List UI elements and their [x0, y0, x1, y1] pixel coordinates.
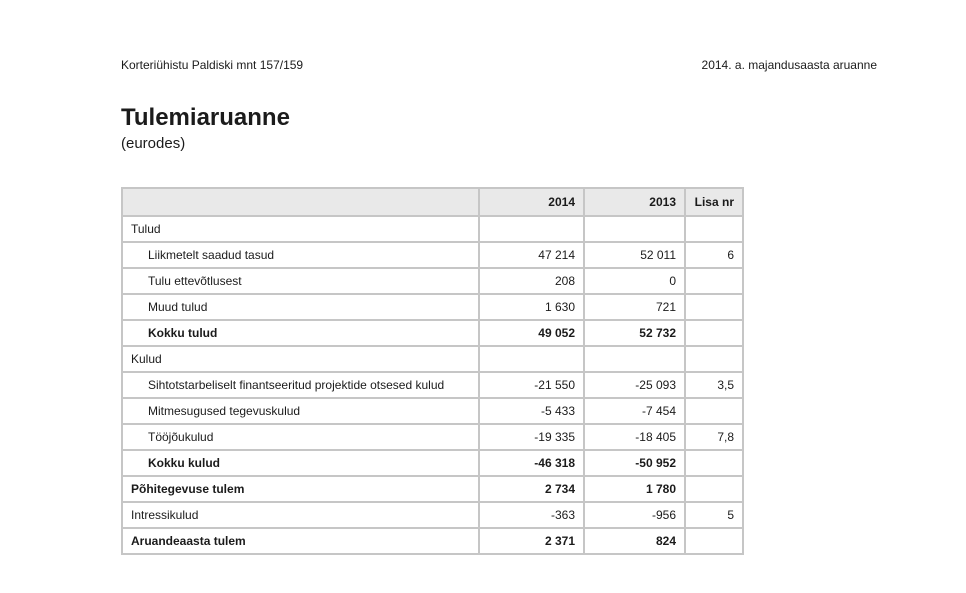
row-label: Kulud	[121, 345, 480, 373]
column-header-lisa-nr: Lisa nr	[684, 187, 744, 217]
value-2013	[583, 345, 686, 373]
value-lisa-nr: 5	[684, 501, 744, 529]
value-lisa-nr: 7,8	[684, 423, 744, 451]
value-lisa-nr: 3,5	[684, 371, 744, 399]
value-2013: 52 732	[583, 319, 686, 347]
table-row: Liikmetelt saadud tasud 47 214 52 011 6	[121, 241, 744, 269]
value-2013: -50 952	[583, 449, 686, 477]
value-2014: -46 318	[478, 449, 585, 477]
value-lisa-nr	[684, 293, 744, 321]
table-row: Tulud	[121, 215, 744, 243]
value-2014: -5 433	[478, 397, 585, 425]
page-subtitle: (eurodes)	[121, 135, 186, 152]
value-2013	[583, 215, 686, 243]
column-header-2014: 2014	[478, 187, 585, 217]
row-label: Liikmetelt saadud tasud	[121, 241, 480, 269]
row-label: Intressikulud	[121, 501, 480, 529]
table-row: Kokku kulud -46 318 -50 952	[121, 449, 744, 477]
value-2014: -21 550	[478, 371, 585, 399]
table-row: Sihtotstarbeliselt finantseeritud projek…	[121, 371, 744, 399]
value-2013: 0	[583, 267, 686, 295]
table-body: Tulud Liikmetelt saadud tasud 47 214 52 011…	[121, 215, 744, 555]
value-2013: -18 405	[583, 423, 686, 451]
value-2013: 721	[583, 293, 686, 321]
row-label: Kokku tulud	[121, 319, 480, 347]
value-2014: 2 734	[478, 475, 585, 503]
value-lisa-nr	[684, 397, 744, 425]
association-name: Korteriühistu Paldiski mnt 157/159	[121, 58, 304, 72]
value-2014: -363	[478, 501, 585, 529]
row-label: Aruandeaasta tulem	[121, 527, 480, 555]
row-label: Sihtotstarbeliselt finantseeritud projek…	[121, 371, 480, 399]
value-2013: 824	[583, 527, 686, 555]
row-label: Tulu ettevõtlusest	[121, 267, 480, 295]
column-header-label	[121, 187, 480, 217]
value-lisa-nr	[684, 267, 744, 295]
row-label: Tööjõukulud	[121, 423, 480, 451]
income-statement-table: 2014 2013 Lisa nr Tulud Liikmetelt saadud…	[121, 187, 744, 555]
value-2014: -19 335	[478, 423, 585, 451]
value-2014	[478, 215, 585, 243]
page-title: Tulemiaruanne	[121, 104, 290, 131]
document-header: Korteriühistu Paldiski mnt 157/159 2014.…	[121, 58, 877, 72]
row-label: Tulud	[121, 215, 480, 243]
table-row: Tulu ettevõtlusest 208 0	[121, 267, 744, 295]
row-label: Mitmesugused tegevuskulud	[121, 397, 480, 425]
report-page: Korteriühistu Paldiski mnt 157/159 2014.…	[121, 58, 877, 555]
table-header-row: 2014 2013 Lisa nr	[121, 187, 744, 217]
table-row: Mitmesugused tegevuskulud -5 433 -7 454	[121, 397, 744, 425]
value-2014: 1 630	[478, 293, 585, 321]
column-header-2013: 2013	[583, 187, 686, 217]
value-lisa-nr	[684, 319, 744, 347]
table-row: Tööjõukulud -19 335 -18 405 7,8	[121, 423, 744, 451]
value-lisa-nr	[684, 345, 744, 373]
table-row: Muud tulud 1 630 721	[121, 293, 744, 321]
report-name-header: 2014. a. majandusaasta aruanne	[701, 58, 877, 72]
value-2013: -25 093	[583, 371, 686, 399]
value-lisa-nr	[684, 475, 744, 503]
value-lisa-nr	[684, 215, 744, 243]
value-2014: 47 214	[478, 241, 585, 269]
value-2013: 52 011	[583, 241, 686, 269]
value-2014	[478, 345, 585, 373]
value-2014: 49 052	[478, 319, 585, 347]
table-row: Aruandeaasta tulem 2 371 824	[121, 527, 744, 555]
table-row: Intressikulud -363 -956 5	[121, 501, 744, 529]
value-lisa-nr	[684, 527, 744, 555]
table-row: Põhitegevuse tulem 2 734 1 780	[121, 475, 744, 503]
value-2013: 1 780	[583, 475, 686, 503]
row-label: Põhitegevuse tulem	[121, 475, 480, 503]
value-2014: 208	[478, 267, 585, 295]
table-row: Kokku tulud 49 052 52 732	[121, 319, 744, 347]
value-lisa-nr: 6	[684, 241, 744, 269]
row-label: Kokku kulud	[121, 449, 480, 477]
value-lisa-nr	[684, 449, 744, 477]
value-2014: 2 371	[478, 527, 585, 555]
value-2013: -956	[583, 501, 686, 529]
value-2013: -7 454	[583, 397, 686, 425]
table-row: Kulud	[121, 345, 744, 373]
row-label: Muud tulud	[121, 293, 480, 321]
